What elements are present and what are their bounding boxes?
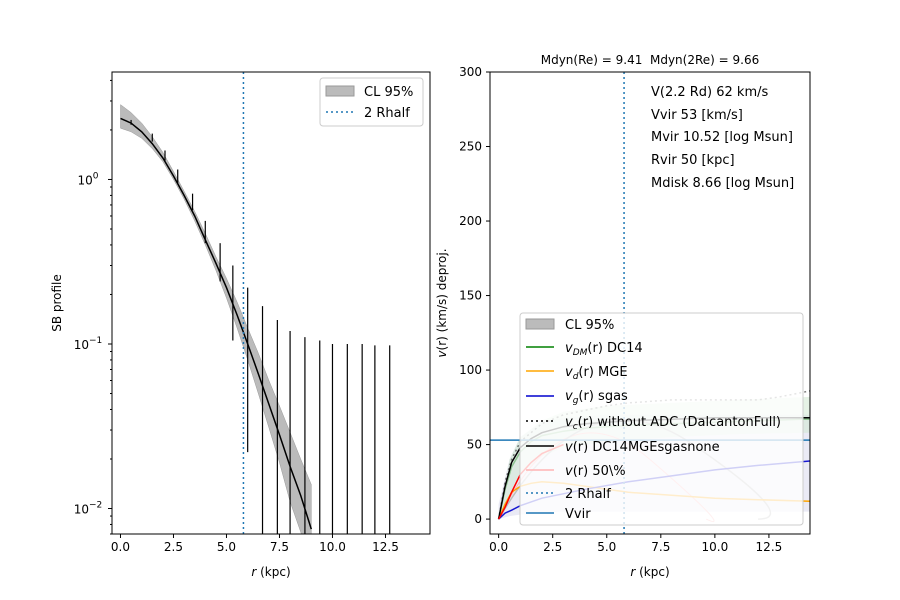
left-x-tick-label: 5.0 [217,540,236,554]
left-y-tick-label: 100 [77,171,98,187]
right-y-tick-label: 200 [459,214,482,228]
left-x-tick-label: 2.5 [164,540,183,554]
legend-label-vg: vg(r) sgas [565,389,628,406]
right-legend: CL 95% vDM(r) DC14 vd(r) MGE vg(r) sgas … [519,312,804,526]
left-y-tick-label: 10−1 [74,336,103,352]
right-panel: 0.0 2.5 5.0 7.5 10.0 12.5 0 50 100 150 200 250 300 M… [435,53,811,579]
right-x-tick-label: 7.5 [651,540,670,554]
right-y-tick-label: 50 [467,438,482,452]
left-legend: CL 95% 2 Rhalf [319,77,424,127]
right-x-tick-label: 10.0 [702,540,729,554]
legend-label-cl95: CL 95% [364,85,413,100]
left-x-tick-label: 7.5 [270,540,289,554]
info-line-rvir: Rvir 50 [kpc] [651,153,735,168]
left-plot-area [112,72,430,534]
info-line-mvir: Mvir 10.52 [log Msun] [651,130,793,145]
cl95-band-left [120,104,312,534]
right-title: Mdyn(Re) = 9.41 Mdyn(2Re) = 9.66 [541,53,760,67]
legend-swatch-cl95-right [525,318,555,330]
left-x-tick-label: 10.0 [319,540,346,554]
left-x-tick-label: 0.0 [111,540,130,554]
right-x-tick-label: 5.0 [597,540,616,554]
legend-label-v50: v(r) 50\% [565,464,626,479]
right-axes-frame [489,71,811,535]
right-x-axis-label: r (kpc) [630,565,669,579]
legend-label-2rhalf-right: 2 Rhalf [565,487,611,502]
right-y-tick-label: 0 [474,512,482,526]
right-x-tick-label: 12.5 [756,540,783,554]
left-x-axis-label: r (kpc) [251,565,290,579]
legend-label-vvir: Vvir [565,507,591,522]
left-axes-frame [111,71,431,535]
right-x-tick-label: 2.5 [543,540,562,554]
left-y-tick-label: 10−2 [74,501,103,517]
info-block: V(2.2 Rd) 62 km/s Vvir 53 [km/s] Mvir 10… [651,85,794,191]
info-line-vvir: Vvir 53 [km/s] [651,108,743,123]
right-legend-frame [519,312,804,526]
legend-label-vdm: vDM(r) DC14 [565,341,643,358]
right-x-tick-label: 0.0 [489,540,508,554]
legend-label-vc: vc(r) without ADC (DalcantonFull) [565,415,781,432]
left-x-tick-label: 12.5 [372,540,399,554]
right-y-tick-label: 150 [459,289,482,303]
right-y-axis-label: v(r) (km/s) deproj. [435,248,449,357]
left-y-axis-label: SB profile [50,274,64,332]
right-y-tick-label: 300 [459,65,482,79]
legend-label-vtotal: v(r) DC14MGEsgasnone [565,440,720,455]
legend-label-2rhalf: 2 Rhalf [364,106,410,121]
info-line-v22rd: V(2.2 Rd) 62 km/s [651,85,769,100]
legend-swatch-cl95 [325,85,355,97]
right-y-tick-label: 250 [459,140,482,154]
info-line-mdisk: Mdisk 8.66 [log Msun] [651,176,794,191]
sb-model-line [120,117,313,530]
legend-label-cl95-right: CL 95% [565,318,614,333]
right-y-tick-label: 100 [459,363,482,377]
legend-label-vd: vd(r) MGE [565,365,628,382]
